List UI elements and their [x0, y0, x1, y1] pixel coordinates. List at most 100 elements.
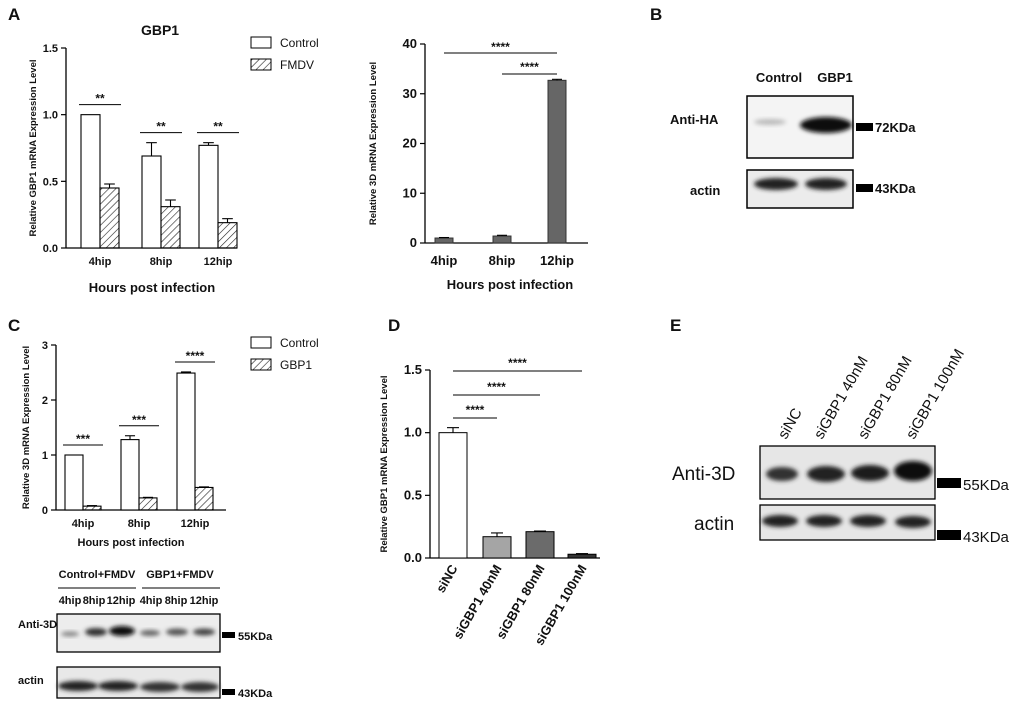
- blot-b: Control GBP1 Anti-HA 72KDa actin 43KDa: [670, 70, 916, 209]
- blot-c-group-gbp1: GBP1+FMDV: [146, 569, 214, 581]
- bar-treated: [99, 187, 120, 249]
- blot-b-row-label-actin: actin: [690, 183, 720, 198]
- blot-e-band: [851, 465, 889, 481]
- legend-label: Control: [280, 36, 319, 50]
- x-tick-label: 12hip: [540, 253, 574, 268]
- legend-swatch: [250, 36, 272, 49]
- blot-c-band: [85, 628, 107, 636]
- legend-swatch: [250, 358, 272, 371]
- x-axis-label: Hours post infection: [78, 537, 185, 549]
- blot-b-band: [754, 119, 786, 125]
- x-axis-label: Hours post infection: [447, 277, 573, 292]
- blot-c-band: [98, 681, 138, 691]
- blot-c-lane: 12hip: [190, 595, 219, 607]
- legend-swatch: [250, 336, 272, 349]
- y-tick-label: 40: [403, 36, 417, 51]
- blot-c-size-55kda: 55KDa: [238, 631, 273, 643]
- x-tick-label: 4hip: [89, 256, 112, 268]
- blot-c-band: [61, 631, 79, 637]
- significance-mark: ****: [487, 380, 506, 394]
- y-tick-label: 1.0: [43, 110, 58, 122]
- significance-mark: ****: [491, 40, 510, 54]
- y-tick-label: 3: [42, 340, 48, 352]
- significance-mark: ****: [186, 349, 205, 363]
- y-tick-label: 2: [42, 395, 48, 407]
- x-tick-label: 8hip: [128, 518, 151, 530]
- blot-b-size-72kda: 72KDa: [875, 120, 916, 135]
- blot-c: Control+FMDV GBP1+FMDV 4hip 8hip 12hip 4…: [18, 569, 273, 700]
- y-axis-label: Relative GBP1 mRNA Expression Level: [379, 375, 390, 552]
- significance-mark: ****: [520, 60, 539, 74]
- blot-c-membrane-anti-3d: [56, 613, 221, 653]
- bar-control: [176, 372, 196, 511]
- blot-e-band: [850, 515, 886, 527]
- bar-treated: [82, 505, 102, 511]
- blot-b-size-43kda: 43KDa: [875, 181, 916, 196]
- bar-control: [141, 155, 162, 249]
- x-tick-label: siNC: [433, 561, 461, 595]
- blot-c-lane: 4hip: [140, 595, 163, 607]
- blot-c-row-label-anti-3d: Anti-3D: [18, 619, 57, 631]
- bar: [492, 235, 512, 244]
- bar-control: [198, 144, 219, 249]
- bar-control: [120, 439, 140, 511]
- panel-label-c: C: [8, 316, 20, 335]
- bar-treated: [160, 206, 181, 249]
- y-tick-label: 0.5: [404, 487, 422, 502]
- x-tick-label: 12hip: [204, 256, 233, 268]
- blot-e-band: [807, 466, 845, 482]
- blot-e-band: [806, 515, 842, 527]
- panel-label-d: D: [388, 316, 400, 335]
- bar: [438, 432, 468, 559]
- y-axis-label: Relative 3D mRNA Expression Level: [21, 346, 32, 509]
- bar: [482, 536, 512, 559]
- bar-treated: [194, 486, 214, 511]
- blot-b-lane-gbp1: GBP1: [817, 70, 852, 85]
- x-tick-label: 4hip: [431, 253, 458, 268]
- panel-label-a: A: [8, 5, 20, 24]
- blot-c-lane: 8hip: [83, 595, 106, 607]
- marker-tick: [856, 184, 873, 192]
- y-axis-label: Relative GBP1 mRNA Expression Level: [28, 59, 39, 236]
- significance-mark: ****: [466, 403, 485, 417]
- blot-e-size-43kda: 43KDa: [963, 529, 1010, 546]
- y-tick-label: 0: [410, 235, 417, 250]
- y-tick-label: 1.0: [404, 425, 422, 440]
- significance-mark: **: [156, 120, 166, 134]
- marker-tick: [937, 478, 961, 488]
- y-tick-label: 0.0: [404, 550, 422, 565]
- chart-title: GBP1: [141, 22, 179, 38]
- y-tick-label: 1: [42, 450, 48, 462]
- blot-e-lane-sinc: siNC: [775, 405, 806, 442]
- blot-e-size-55kda: 55KDa: [963, 477, 1010, 494]
- blot-c-size-43kda: 43KDa: [238, 688, 273, 700]
- significance-mark: **: [95, 92, 105, 106]
- blot-c-band: [181, 682, 219, 692]
- blot-c-lane: 4hip: [59, 595, 82, 607]
- y-tick-label: 20: [403, 136, 417, 151]
- bar-control: [64, 454, 84, 511]
- chart-c-3d: 0 1 2 3 Relative 3D mRNA Expression Level Hou…: [21, 336, 319, 549]
- blot-c-row-label-actin: actin: [18, 675, 44, 687]
- bar: [547, 79, 567, 244]
- blot-c-band: [140, 630, 160, 636]
- legend-label: FMDV: [280, 58, 314, 72]
- blot-e-band: [766, 467, 798, 481]
- chart-a-3d: 0 10 20 30 40 Relative 3D mRNA Expression Lev…: [368, 36, 588, 292]
- bar-treated: [217, 222, 238, 249]
- marker-tick: [937, 530, 961, 540]
- x-tick-label: 8hip: [489, 253, 516, 268]
- blot-e-row-label-actin: actin: [694, 514, 734, 535]
- blot-b-band: [805, 178, 847, 190]
- x-tick-label: 4hip: [72, 518, 95, 530]
- significance-mark: ***: [132, 413, 146, 427]
- legend-swatch: [250, 58, 272, 71]
- x-tick-label: 12hip: [181, 518, 210, 530]
- y-tick-label: 1.5: [404, 362, 422, 377]
- blot-c-band: [193, 628, 215, 636]
- y-tick-label: 30: [403, 86, 417, 101]
- blot-e-band: [895, 516, 931, 528]
- bar-control: [80, 114, 101, 249]
- blot-c-group-control: Control+FMDV: [59, 569, 136, 581]
